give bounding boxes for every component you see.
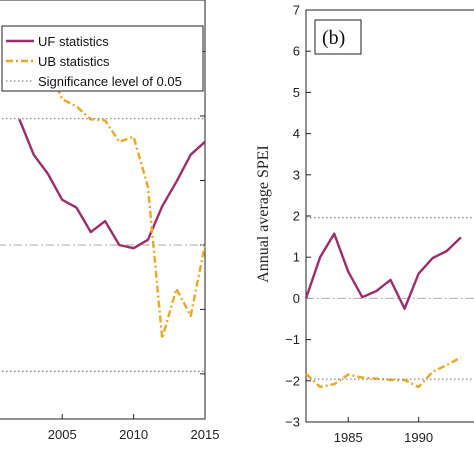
x-tick-label: 2015: [191, 427, 220, 442]
panel-b-ylabel: Annual average SPEI: [255, 145, 272, 283]
y-tick-label: 0: [293, 291, 300, 306]
y-tick-label: 4: [293, 126, 300, 141]
panel-a-ticks: 2005 2010 2015: [48, 51, 220, 442]
panel-a-axes-frame: [0, 0, 206, 420]
panel-b: Annual average SPEI 1985 1990 −3 −2 −1 0 1 2 3 4 5…: [255, 3, 474, 446]
panel-b-label: (b): [322, 27, 345, 49]
panel-a: 2005 2010 2015 UF statistics UB statistics…: [0, 0, 219, 442]
panel-b-label-box: [314, 19, 362, 55]
legend-ub-label: UB statistics: [38, 54, 110, 69]
panel-a-legend: UF statistics UB statistics Significance…: [1, 25, 204, 92]
panel-b-lines: [304, 216, 474, 389]
x-tick-label: 1990: [404, 430, 433, 445]
y-tick-label: 2: [293, 209, 300, 224]
uf-series-line: [304, 232, 462, 310]
y-tick-label: 7: [293, 3, 300, 18]
y-tick-label: −2: [285, 373, 300, 388]
legend-sig-label: Significance level of 0.05: [38, 74, 182, 89]
x-tick-label: 2005: [48, 427, 77, 442]
legend-box: [1, 25, 204, 92]
legend-uf-label: UF statistics: [38, 34, 109, 49]
y-tick-label: 1: [293, 250, 300, 265]
y-tick-label: −1: [285, 332, 300, 347]
panel-b-axes-frame: [305, 9, 474, 423]
x-tick-label: 1985: [334, 430, 363, 445]
uf-series-line: [18, 118, 206, 250]
y-tick-label: 5: [293, 85, 300, 100]
y-tick-label: 3: [293, 167, 300, 182]
ub-series-line: [18, 64, 207, 340]
y-tick-label: 6: [293, 44, 300, 59]
panel-a-lines: [0, 64, 207, 372]
x-tick-label: 2010: [119, 427, 148, 442]
y-tick-label: −3: [285, 415, 300, 430]
ub-series-line: [305, 356, 462, 389]
panel-b-ticks: 1985 1990 −3 −2 −1 0 1 2 3 4 5 6 7: [285, 3, 433, 446]
